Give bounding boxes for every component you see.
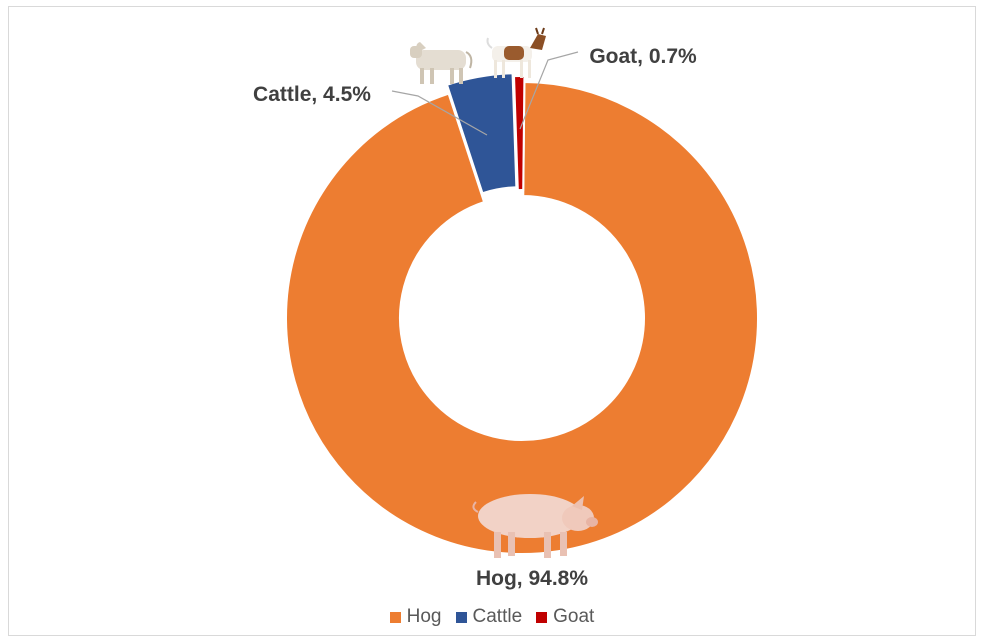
legend-item-hog: Hog xyxy=(389,606,442,628)
slice-hog xyxy=(285,80,759,555)
slice-goat xyxy=(512,75,526,192)
legend-swatch-goat xyxy=(536,611,548,623)
legend-swatch-cattle xyxy=(455,611,467,623)
leader-lines xyxy=(391,51,579,136)
leader-line-goat xyxy=(519,51,579,130)
slices-group xyxy=(285,72,759,555)
slice-cattle xyxy=(445,72,518,195)
legend-swatch-hog xyxy=(389,611,401,623)
legend-label-cattle: Cattle xyxy=(472,606,523,627)
legend-label-hog: Hog xyxy=(406,606,442,627)
legend-label-goat: Goat xyxy=(553,606,595,627)
legend-item-cattle: Cattle xyxy=(455,606,523,628)
cattle-image xyxy=(410,42,473,84)
leader-line-cattle xyxy=(391,90,488,136)
data-label-hog: Hog, 94.8% xyxy=(476,567,588,590)
legend-item-goat: Goat xyxy=(536,606,594,628)
data-label-goat: Goat, 0.7% xyxy=(589,45,697,68)
pig-image xyxy=(472,494,598,558)
legend: Hog Cattle Goat xyxy=(0,604,984,630)
goat-image xyxy=(486,27,546,78)
data-label-cattle: Cattle, 4.5% xyxy=(253,83,371,106)
